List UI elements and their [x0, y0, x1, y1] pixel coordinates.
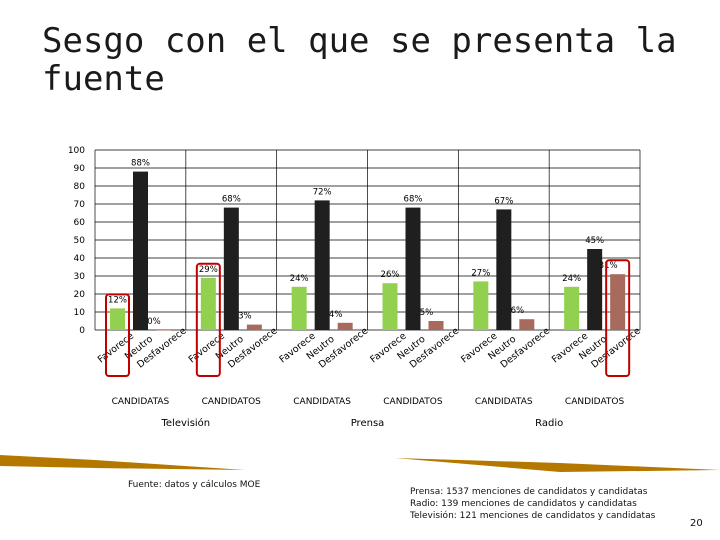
y-tick-label: 70	[74, 200, 86, 210]
group-label: CANDIDATAS	[475, 397, 533, 407]
slide-title: Sesgo con el que se presenta la fuente	[42, 21, 677, 99]
bar-favorece	[473, 281, 489, 330]
data-label: 68%	[222, 195, 241, 205]
data-label: 67%	[494, 196, 513, 206]
group-label: CANDIDATAS	[112, 397, 170, 407]
bar-desfavorece	[156, 330, 171, 331]
y-tick-label: 30	[74, 272, 86, 282]
decorative-wedge-right	[395, 458, 720, 472]
data-label: 88%	[131, 159, 150, 169]
y-tick-label: 20	[74, 290, 86, 300]
media-label: Televisión	[161, 417, 211, 429]
data-label: 12%	[108, 295, 127, 305]
source-note: Fuente: datos y cálculos MOE	[128, 480, 261, 490]
decorative-wedge-left	[0, 455, 245, 470]
bar-neutro	[496, 209, 512, 330]
bar-desfavorece	[428, 321, 444, 330]
bar-favorece	[200, 277, 216, 330]
bar-favorece	[291, 286, 307, 330]
group-label: CANDIDATAS	[293, 397, 351, 407]
mentions-prensa: Prensa: 1537 menciones de candidatos y c…	[410, 487, 648, 497]
y-tick-label: 90	[74, 164, 86, 174]
y-tick-label: 50	[74, 236, 86, 246]
bar-neutro	[314, 200, 330, 330]
y-tick-label: 80	[74, 182, 86, 192]
bar-desfavorece	[246, 324, 262, 330]
mentions-television: Televisión: 121 menciones de candidatos …	[410, 511, 656, 521]
data-label: 72%	[313, 187, 332, 197]
group-label: CANDIDATOS	[383, 397, 443, 407]
data-label: 68%	[404, 195, 423, 205]
y-tick-label: 40	[74, 254, 86, 264]
media-label: Prensa	[351, 418, 385, 429]
mentions-note: Prensa: 1537 menciones de candidatos y c…	[410, 486, 700, 522]
data-label: 4%	[329, 310, 343, 320]
data-label: 0%	[147, 317, 161, 327]
data-label: 3%	[238, 312, 252, 322]
highlight-outline	[195, 262, 221, 377]
y-tick-label: 0	[79, 326, 85, 336]
bar-favorece	[110, 308, 125, 330]
data-label: 24%	[562, 274, 581, 284]
highlight-outline	[105, 293, 130, 377]
bar-neutro	[223, 207, 239, 330]
data-label: 26%	[381, 270, 400, 280]
data-label: 5%	[420, 308, 434, 318]
data-label: 27%	[471, 268, 490, 278]
group-label: CANDIDATOS	[202, 397, 262, 407]
bar-favorece	[382, 283, 398, 330]
data-label: 24%	[290, 274, 309, 284]
bar-desfavorece	[519, 319, 535, 330]
group-label: CANDIDATOS	[565, 397, 625, 407]
bar-desfavorece	[337, 322, 353, 330]
data-label: 29%	[199, 265, 218, 275]
highlight-outline	[605, 259, 631, 378]
data-label: 31%	[599, 261, 618, 271]
data-label: 6%	[511, 306, 525, 316]
bar-neutro	[133, 171, 148, 330]
y-tick-label: 10	[74, 308, 86, 318]
bar-favorece	[564, 286, 580, 330]
page-number: 20	[690, 518, 703, 529]
bar-neutro	[405, 207, 421, 330]
y-tick-label: 100	[68, 146, 85, 156]
bar-desfavorece	[610, 274, 626, 330]
y-tick-label: 60	[74, 218, 86, 228]
mentions-radio: Radio: 139 menciones de candidatos y can…	[410, 499, 637, 509]
data-label: 45%	[585, 236, 604, 246]
bar-neutro	[587, 249, 603, 330]
media-label: Radio	[535, 418, 563, 429]
